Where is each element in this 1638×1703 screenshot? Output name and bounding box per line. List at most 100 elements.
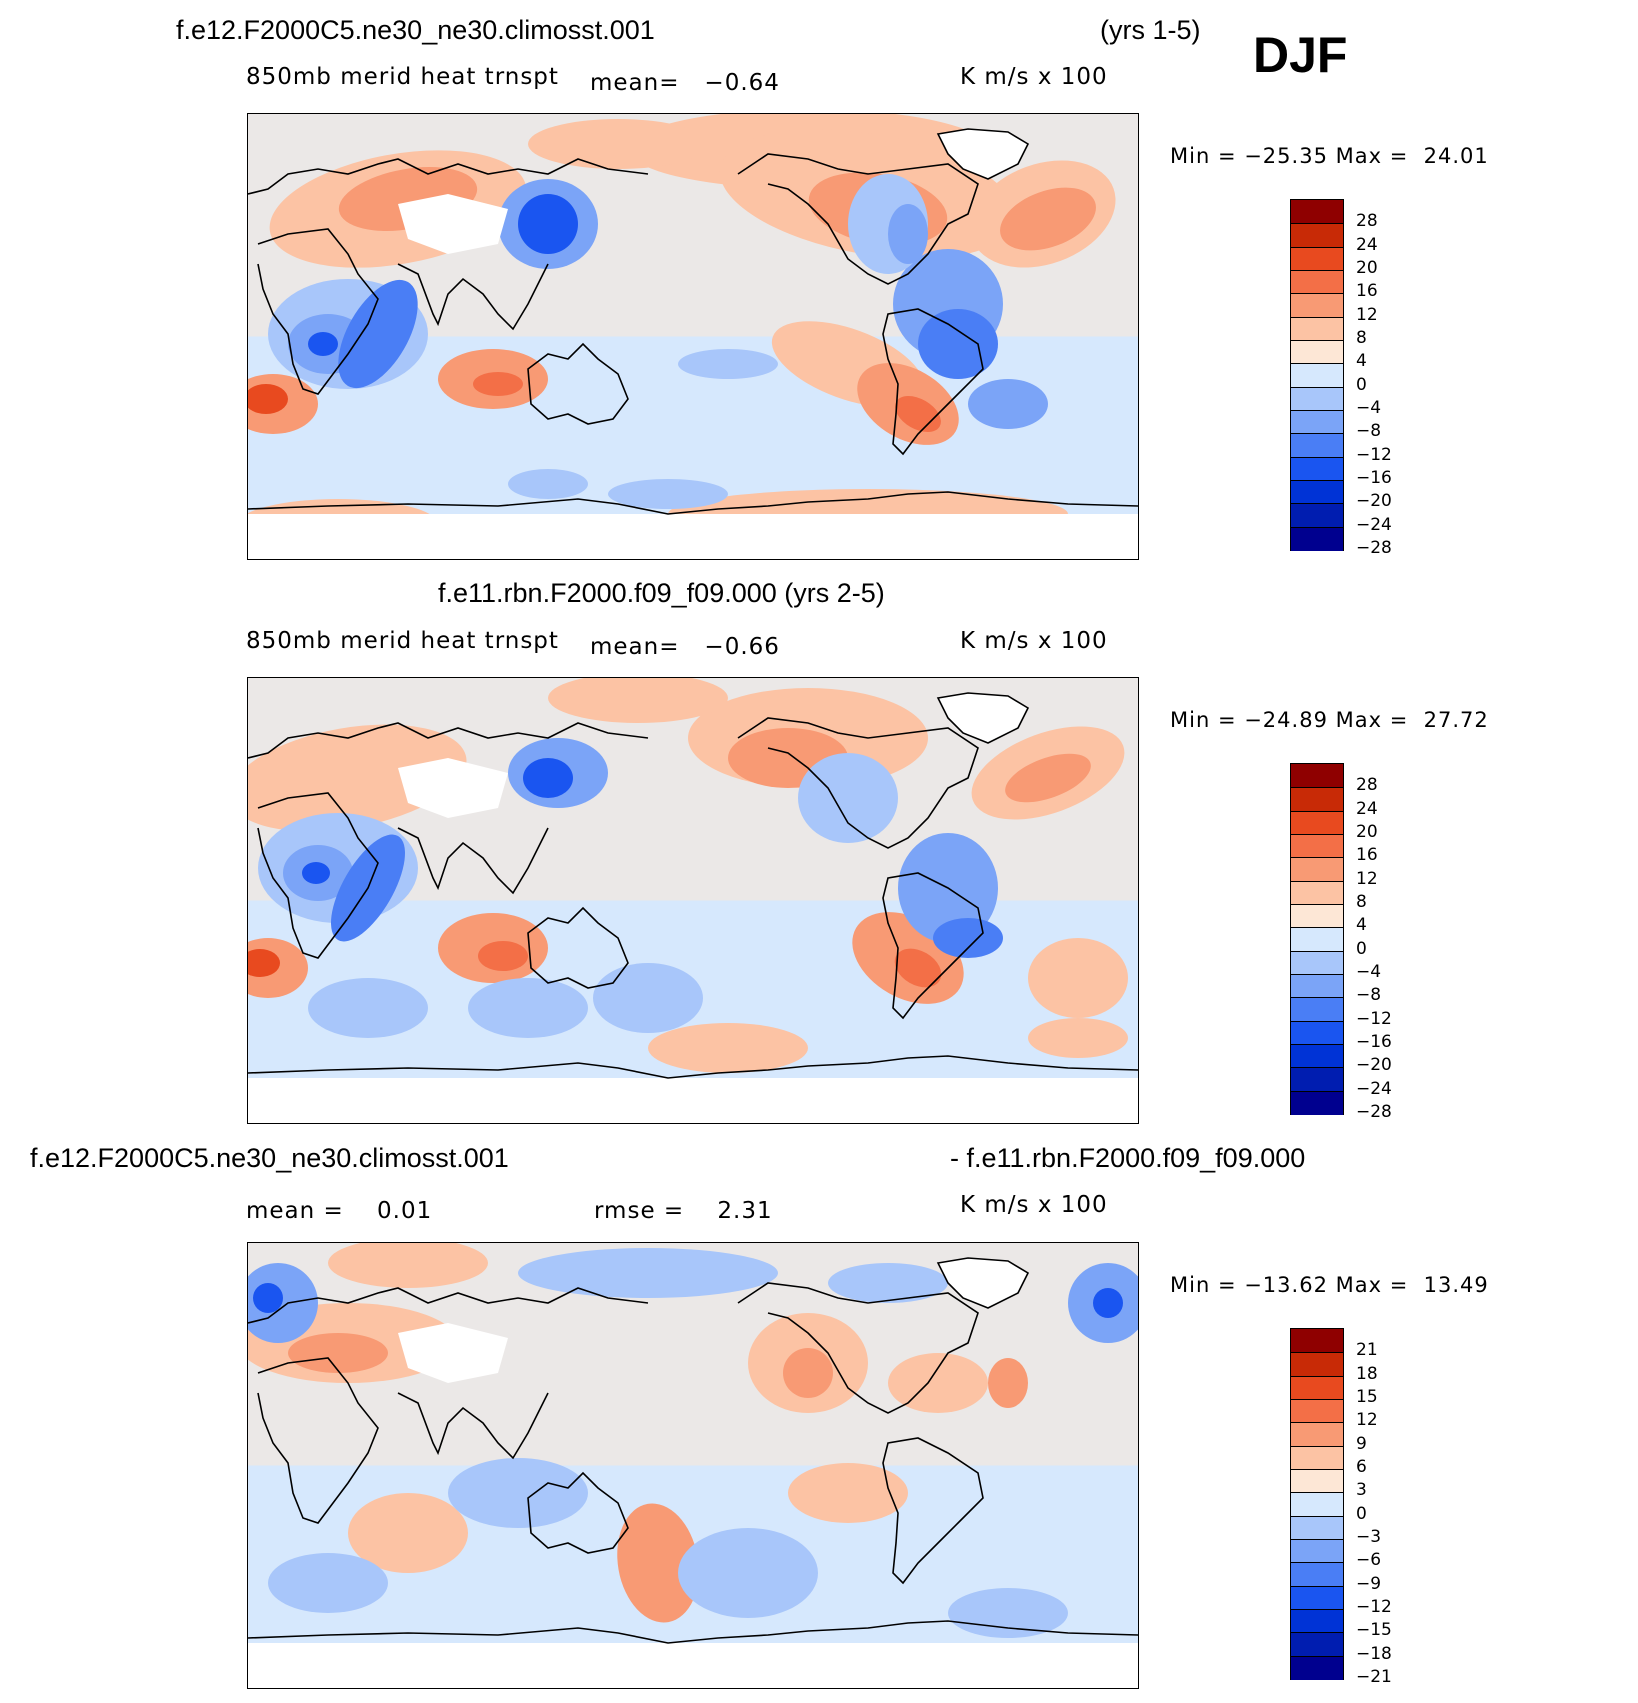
colorbar-swatch xyxy=(1291,1044,1343,1069)
colorbar-tick-label: 12 xyxy=(1356,1410,1378,1431)
colorbar-swatch xyxy=(1291,1422,1343,1447)
panel-3-map xyxy=(247,1242,1139,1689)
colorbar-swatch xyxy=(1291,950,1343,975)
colorbar-swatch xyxy=(1291,1562,1343,1587)
colorbar-tick-label: 16 xyxy=(1356,281,1378,302)
panel-1-subtitle-units: K m/s x 100 xyxy=(960,64,1108,90)
colorbar-swatch xyxy=(1291,526,1343,551)
colorbar-tick-label: 20 xyxy=(1356,822,1378,842)
panel-2-title: f.e11.rbn.F2000.f09_f09.000 (yrs 2-5) xyxy=(438,578,885,608)
masked-land xyxy=(248,1643,1138,1688)
colorbar-tick-label: −24 xyxy=(1356,1078,1392,1099)
colorbar-tick-label: −21 xyxy=(1356,1667,1392,1687)
colorbar-swatch xyxy=(1291,1090,1343,1115)
colorbar-tick-label: 0 xyxy=(1356,1503,1367,1524)
colorbar-tick-label: 4 xyxy=(1356,351,1367,372)
colorbar-swatch xyxy=(1291,974,1343,999)
panel-1-subtitle-mean: mean= −0.64 xyxy=(590,70,780,96)
colorbar-swatch xyxy=(1291,1329,1343,1353)
colorbar-swatch xyxy=(1291,316,1343,341)
colorbar-swatch xyxy=(1291,246,1343,271)
coastlines xyxy=(248,1257,1138,1644)
masked-land xyxy=(248,514,1138,559)
contour-fills xyxy=(248,1243,1138,1638)
colorbar-tick-label: 9 xyxy=(1356,1433,1367,1454)
colorbar-tick-label: −9 xyxy=(1356,1573,1382,1594)
colorbar-tick-label: 15 xyxy=(1356,1387,1378,1407)
colorbar-tick-label: 28 xyxy=(1356,775,1378,796)
colorbar-swatch xyxy=(1291,363,1343,388)
colorbar-tick-label: −8 xyxy=(1356,985,1382,1006)
colorbar-swatch xyxy=(1291,834,1343,859)
colorbar-swatch xyxy=(1291,1539,1343,1564)
colorbar-swatch xyxy=(1291,1020,1343,1045)
panel-1-title-left: f.e12.F2000C5.ne30_ne30.climosst.001 xyxy=(176,15,655,45)
colorbar-tick-label: −15 xyxy=(1356,1620,1392,1641)
contour-fills xyxy=(248,678,1128,1073)
colorbar-tick-label: −12 xyxy=(1356,1008,1392,1029)
colorbar-swatch xyxy=(1291,340,1343,365)
panel-2-colorbar xyxy=(1290,763,1344,1115)
colorbar-swatch xyxy=(1291,787,1343,812)
colorbar-swatch xyxy=(1291,880,1343,905)
panel-3-title-left: f.e12.F2000C5.ne30_ne30.climosst.001 xyxy=(30,1143,509,1173)
colorbar-swatch xyxy=(1291,503,1343,528)
panel-3-subtitle-units: K m/s x 100 xyxy=(960,1192,1108,1218)
colorbar-swatch xyxy=(1291,433,1343,458)
colorbar-swatch xyxy=(1291,904,1343,929)
colorbar-tick-label: 8 xyxy=(1356,328,1367,348)
colorbar-swatch xyxy=(1291,1492,1343,1517)
colorbar-swatch xyxy=(1291,764,1343,788)
panel-2-map xyxy=(247,677,1139,1124)
panel-2-subtitle-left: 850mb merid heat trnspt xyxy=(246,628,559,654)
panel-3-subtitle-mean: mean = 0.01 xyxy=(246,1198,433,1224)
colorbar-swatch xyxy=(1291,927,1343,952)
panel-1-title-right: (yrs 1-5) xyxy=(1100,15,1201,45)
colorbar-tick-label: −12 xyxy=(1356,1597,1392,1617)
colorbar-tick-label: 6 xyxy=(1356,1457,1367,1477)
colorbar-tick-label: −4 xyxy=(1356,962,1382,982)
colorbar-tick-label: 21 xyxy=(1356,1340,1378,1361)
colorbar-tick-label: −16 xyxy=(1356,1032,1392,1052)
masked-land xyxy=(398,758,508,818)
colorbar-tick-label: −18 xyxy=(1356,1643,1392,1664)
colorbar-tick-label: 24 xyxy=(1356,798,1378,819)
colorbar-swatch xyxy=(1291,1375,1343,1400)
colorbar-tick-label: 12 xyxy=(1356,304,1378,325)
colorbar-swatch xyxy=(1291,200,1343,224)
colorbar-tick-label: 8 xyxy=(1356,892,1367,912)
colorbar-tick-label: −3 xyxy=(1356,1527,1382,1547)
colorbar-tick-label: −6 xyxy=(1356,1550,1382,1571)
colorbar-swatch xyxy=(1291,480,1343,505)
colorbar-swatch xyxy=(1291,386,1343,411)
colorbar-swatch xyxy=(1291,810,1343,835)
colorbar-swatch xyxy=(1291,1515,1343,1540)
colorbar-swatch xyxy=(1291,1585,1343,1610)
panel-2-subtitle-units: K m/s x 100 xyxy=(960,628,1108,654)
colorbar-swatch xyxy=(1291,1632,1343,1657)
colorbar-tick-label: −20 xyxy=(1356,1055,1392,1076)
colorbar-swatch xyxy=(1291,997,1343,1022)
panel-2-subtitle-mean: mean= −0.66 xyxy=(590,634,780,660)
colorbar-tick-label: 0 xyxy=(1356,938,1367,959)
panel-3-subtitle-rmse: rmse = 2.31 xyxy=(594,1198,773,1224)
colorbar-tick-label: 12 xyxy=(1356,868,1378,889)
colorbar-tick-label: −8 xyxy=(1356,421,1382,442)
colorbar-tick-label: −24 xyxy=(1356,514,1392,535)
colorbar-tick-label: −28 xyxy=(1356,1102,1392,1122)
colorbar-swatch xyxy=(1291,223,1343,248)
panel-3-colorbar xyxy=(1290,1328,1344,1680)
panel-3-title-right: - f.e11.rbn.F2000.f09_f09.000 xyxy=(950,1143,1306,1173)
colorbar-tick-label: −16 xyxy=(1356,468,1392,488)
colorbar-swatch xyxy=(1291,1445,1343,1470)
masked-land xyxy=(248,1078,1138,1123)
colorbar-tick-label: −12 xyxy=(1356,444,1392,465)
colorbar-tick-label: −28 xyxy=(1356,538,1392,558)
colorbar-tick-label: 20 xyxy=(1356,258,1378,278)
colorbar-swatch xyxy=(1291,1469,1343,1494)
colorbar-tick-label: 18 xyxy=(1356,1363,1378,1384)
colorbar-swatch xyxy=(1291,293,1343,318)
colorbar-tick-label: 16 xyxy=(1356,845,1378,866)
colorbar-tick-label: 0 xyxy=(1356,374,1367,395)
colorbar-swatch xyxy=(1291,857,1343,882)
